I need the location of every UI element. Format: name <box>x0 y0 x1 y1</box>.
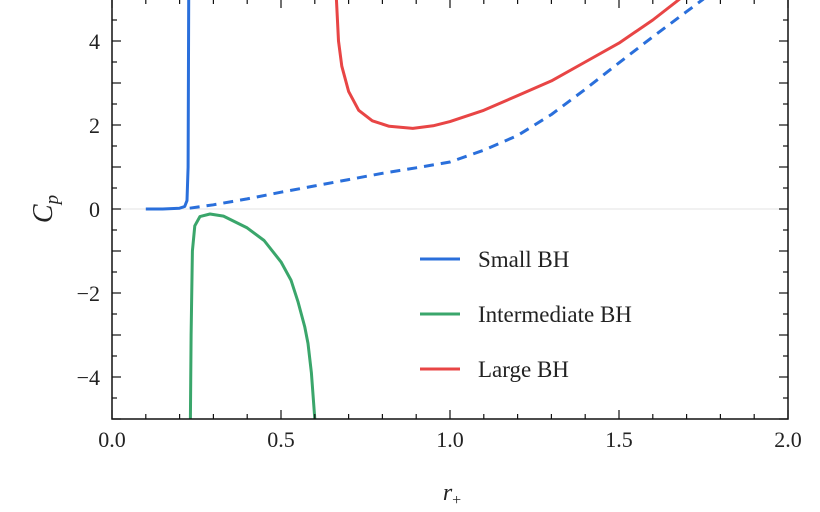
series-line-large-bh <box>334 0 681 130</box>
y-tick-label: 0 <box>89 197 100 222</box>
legend-label: Large BH <box>478 357 569 382</box>
x-tick-label: 0.0 <box>98 427 126 452</box>
axis-ticks: 0.0 0.5 1.0 1.5 2.0 −4 −2 0 2 4 <box>77 0 802 452</box>
legend: Small BH Intermediate BH Large BH <box>420 247 632 382</box>
series-line-small-bh-dashed <box>189 0 705 210</box>
series-group <box>145 0 705 420</box>
series-line-intermediate-bh <box>188 212 317 420</box>
y-tick-label: 4 <box>89 29 100 54</box>
x-tick-label: 1.5 <box>605 427 633 452</box>
x-tick-label: 1.0 <box>436 427 464 452</box>
x-tick-label: 2.0 <box>774 427 802 452</box>
y-tick-label: 2 <box>89 113 100 138</box>
legend-label: Small BH <box>478 247 569 272</box>
x-axis-label: r+ <box>443 480 461 507</box>
y-axis-label: Cp <box>28 195 63 223</box>
x-tick-label: 0.5 <box>267 427 295 452</box>
y-tick-label: −2 <box>77 281 100 306</box>
y-tick-label: −4 <box>77 365 100 390</box>
legend-label: Intermediate BH <box>478 302 632 327</box>
series-line-small-bh <box>145 0 191 211</box>
